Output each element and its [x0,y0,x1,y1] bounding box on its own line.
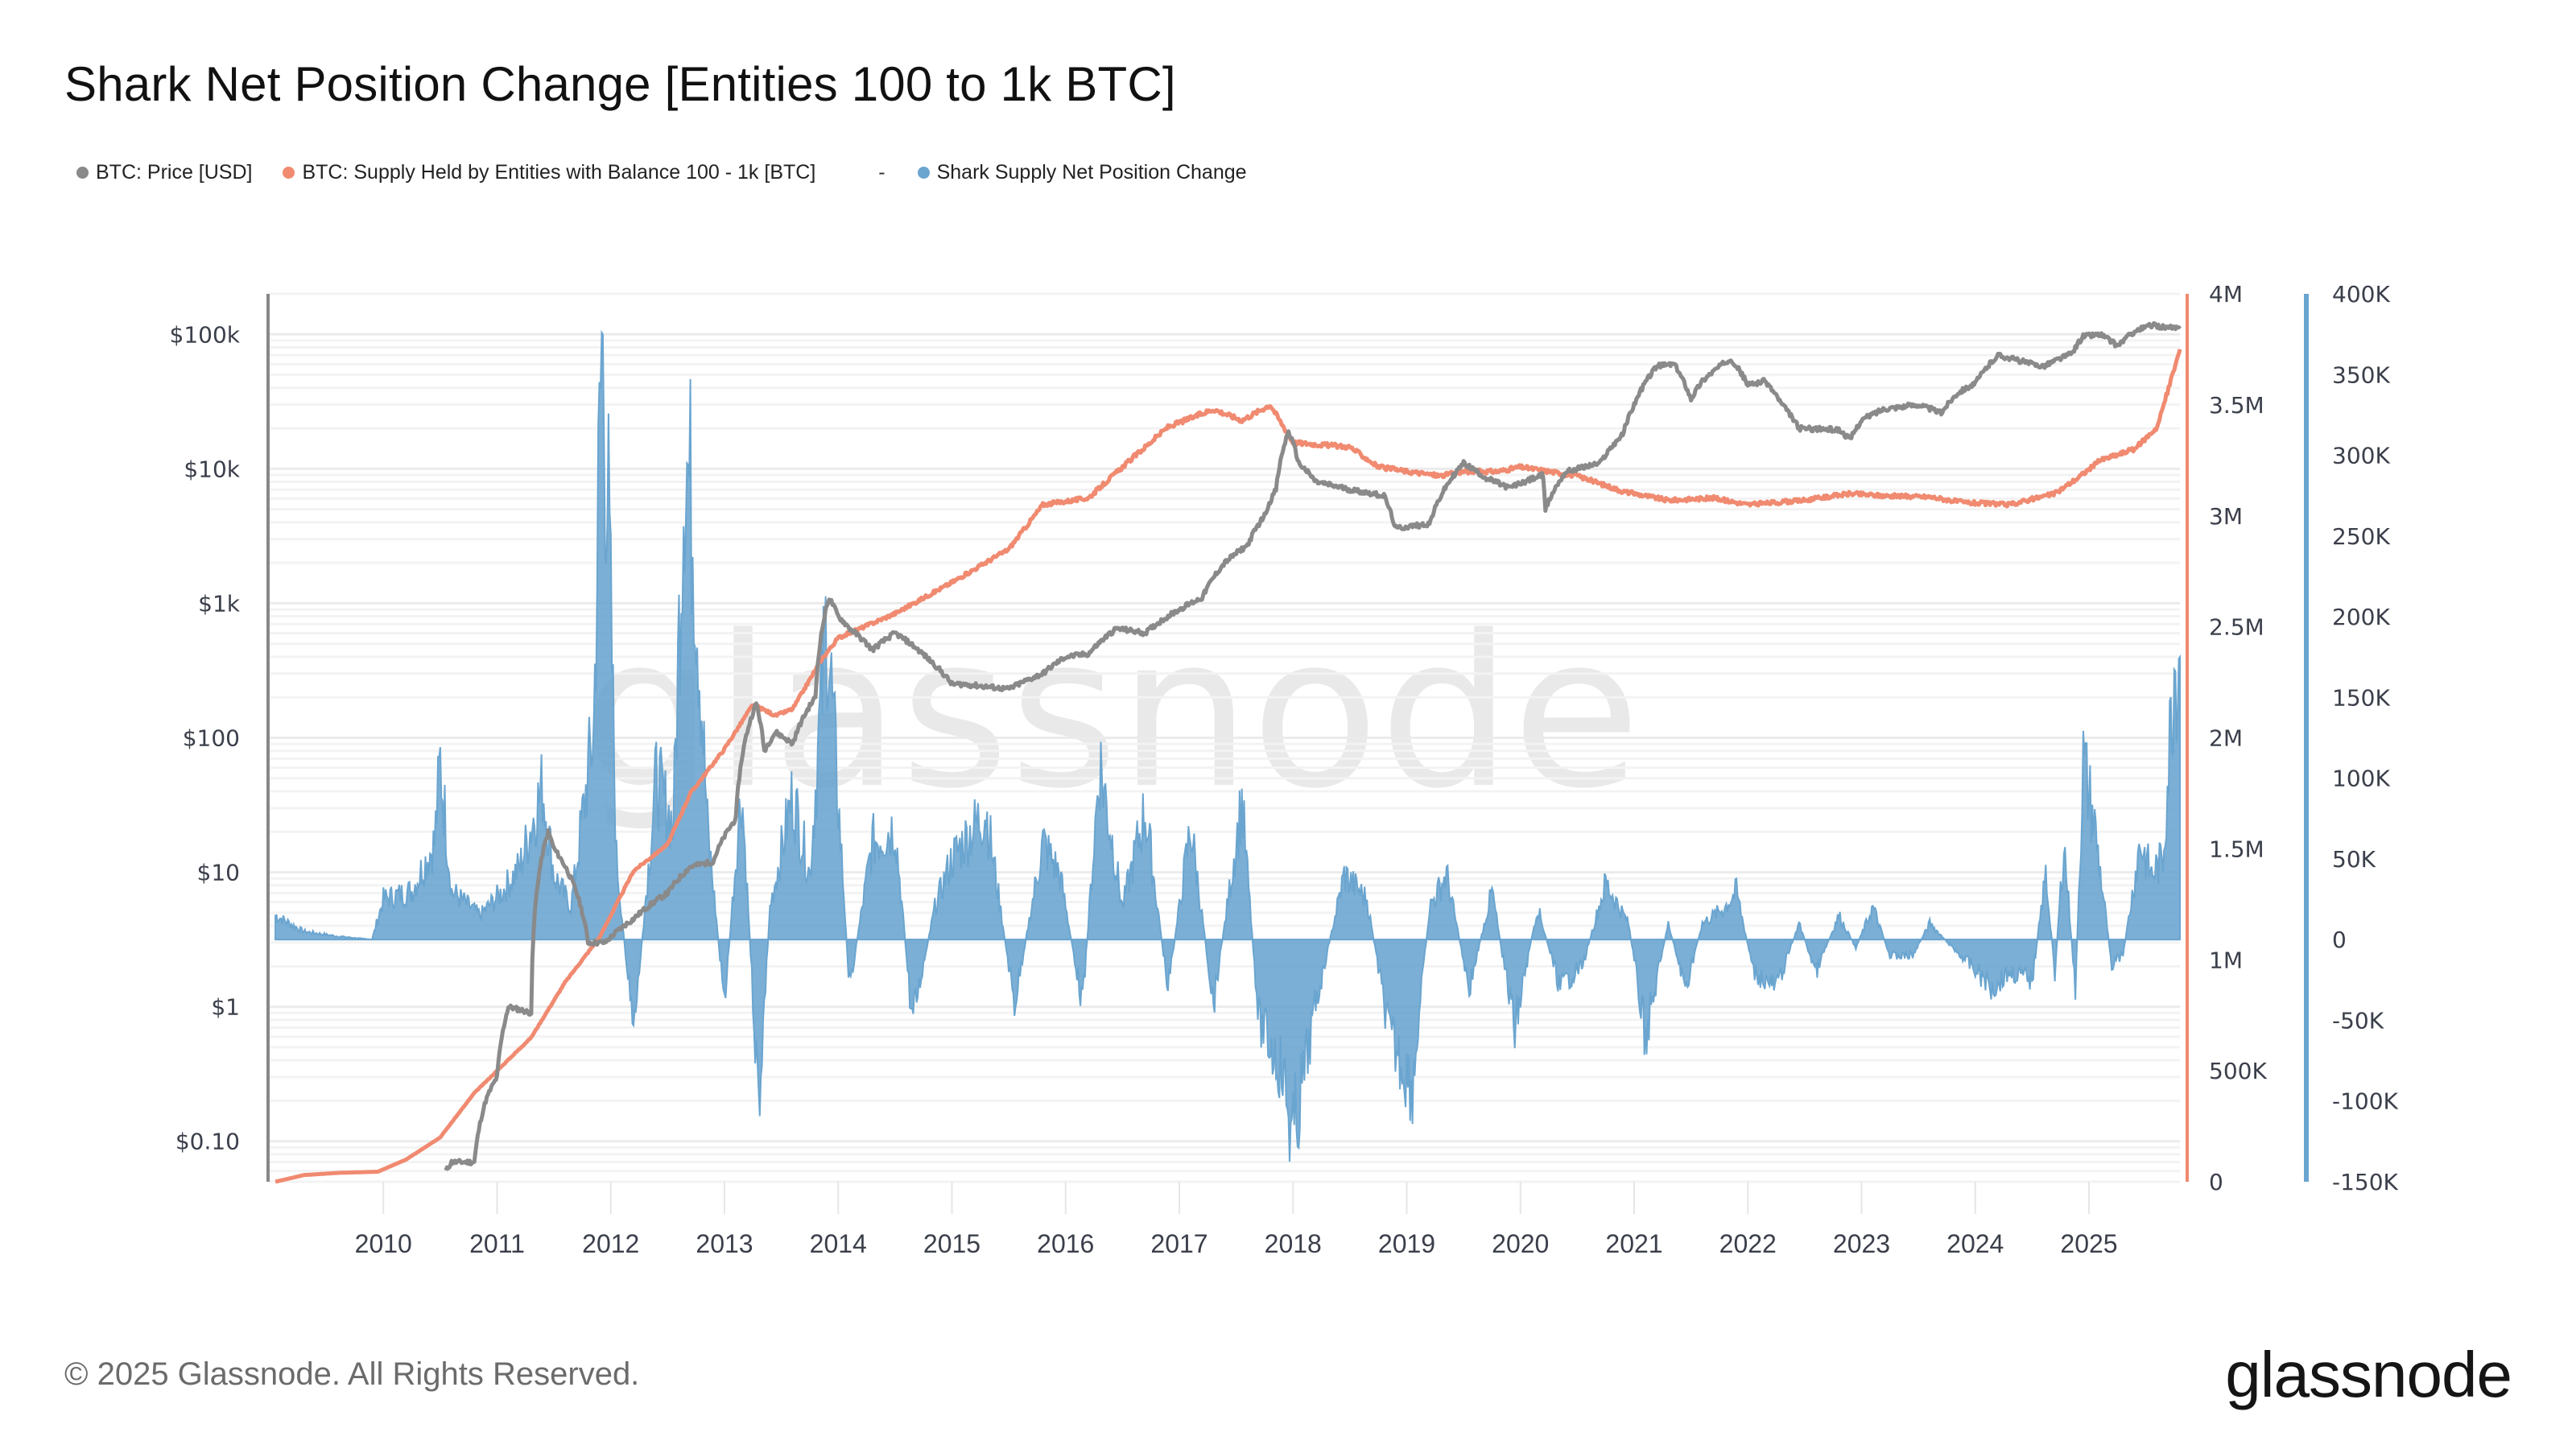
x-tick-label: 2021 [1605,1229,1662,1258]
legend-item-supply[interactable]: BTC: Supply Held by Entities with Balanc… [283,161,815,184]
x-tick-label: 2019 [1378,1229,1435,1258]
legend-label-supply: BTC: Supply Held by Entities with Balanc… [302,161,816,184]
legend-item-price[interactable]: BTC: Price [USD] [76,161,252,184]
net-change-tick-label: 350K [2332,361,2390,388]
watermark: glassnode [581,592,1641,835]
chart-title: Shark Net Position Change [Entities 100 … [64,57,1176,111]
legend-dot-net-change-icon [917,167,930,179]
x-tick-label: 2023 [1833,1229,1890,1258]
series-net-change [275,329,2181,1162]
price-tick-label: $1k [198,590,241,617]
net-change-tick-label: 400K [2332,281,2390,308]
series-price [444,321,2182,1171]
net-change-area [275,329,2181,1162]
copyright-footer: © 2025 Glassnode. All Rights Reserved. [64,1356,640,1392]
supply-tick-label: 1M [2209,947,2243,973]
net-change-tick-label: 200K [2332,604,2390,630]
legend: BTC: Price [USD] BTC: Supply Held by Ent… [76,161,1278,184]
supply-tick-label: 3M [2209,503,2243,530]
net-change-tick-label: 50K [2332,846,2376,873]
x-tick-label: 2015 [923,1229,980,1258]
net-change-tick-label: 0 [2332,927,2347,953]
grid [270,292,2180,1214]
net-change-tick-label: -150K [2332,1169,2399,1195]
x-tick-label: 2018 [1265,1229,1322,1258]
price-tick-label: $0.10 [175,1129,240,1155]
legend-label-price: BTC: Price [USD] [96,161,253,184]
axes: 2010 2011 2012 2013 2014 2015 2016 2017 2018 2019… [170,281,2399,1258]
net-change-tick-label: 300K [2332,443,2390,469]
net-change-tick-label: -100K [2332,1088,2399,1115]
glassnode-logo: glassnode [2225,1339,2512,1410]
price-tick-label: $10k [184,456,240,482]
price-tick-label: $1 [211,994,240,1021]
supply-tick-label: 1.5M [2209,836,2264,862]
supply-tick-label: 3.5M [2209,392,2264,419]
supply-tick-label: 4M [2209,281,2243,308]
legend-label-net-change: Shark Supply Net Position Change [936,161,1247,184]
x-tick-label: 2010 [355,1229,412,1258]
net-change-tick-label: 150K [2332,684,2390,711]
legend-dot-supply-icon [283,167,295,179]
legend-item-net-change[interactable]: Shark Supply Net Position Change [917,161,1247,184]
x-tick-label: 2011 [469,1229,525,1258]
price-line [444,321,2182,1171]
supply-tick-label: 2M [2209,725,2243,752]
legend-separator: - [878,161,886,184]
supply-tick-label: 500K [2209,1058,2267,1084]
x-tick-label: 2012 [582,1229,639,1258]
net-change-tick-label: -50K [2332,1007,2384,1034]
legend-dot-price-icon [76,167,89,179]
price-tick-label: $100k [170,321,241,348]
supply-tick-label: 2.5M [2209,614,2264,641]
x-tick-label: 2020 [1492,1229,1549,1258]
net-change-tick-label: 250K [2332,523,2390,550]
supply-tick-label: 0 [2209,1169,2223,1195]
x-tick-label: 2022 [1719,1229,1777,1258]
x-tick-label: 2017 [1150,1229,1208,1258]
price-tick-label: $100 [183,725,240,752]
price-tick-label: $10 [197,860,240,886]
net-change-tick-label: 100K [2332,766,2390,792]
x-tick-label: 2025 [2060,1229,2117,1258]
x-tick-label: 2014 [810,1229,867,1258]
x-tick-label: 2013 [696,1229,753,1258]
x-tick-label: 2016 [1037,1229,1094,1258]
x-tick-label: 2024 [1946,1229,2004,1258]
